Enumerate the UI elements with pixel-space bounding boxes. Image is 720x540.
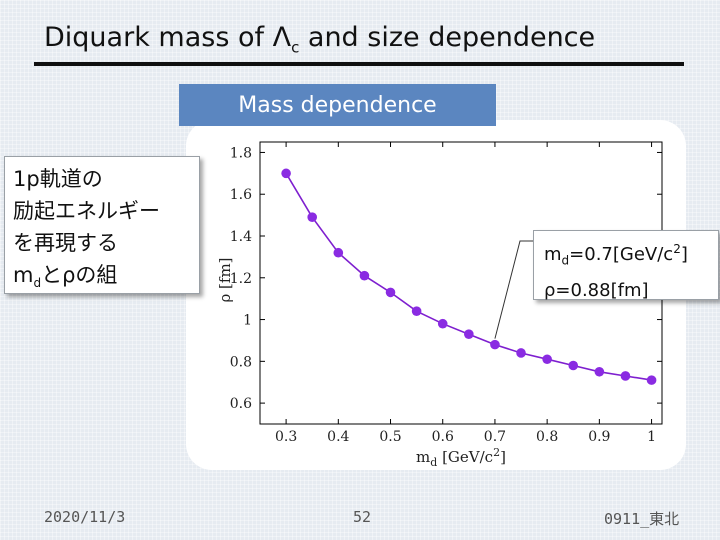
y-axis-label: ρ [fm] — [216, 257, 234, 302]
slide-title: Diquark mass of Λc and size dependence — [44, 22, 596, 57]
data-point — [385, 287, 396, 298]
x-tick-label: 1 — [647, 429, 656, 445]
y-tick-label: 1.4 — [230, 229, 252, 245]
x-tick-label: 0.5 — [379, 429, 401, 445]
x-axis-label: md [GeV/c2] — [416, 446, 506, 469]
data-point — [411, 306, 422, 317]
note-right-mass: md=0.7[GeV/c2] — [544, 242, 688, 268]
data-point — [542, 354, 552, 365]
note-left-line-1: 1p軌道の — [13, 167, 103, 191]
footer-page-number: 52 — [353, 508, 372, 526]
data-point — [646, 375, 657, 385]
y-tick-label: 1.2 — [230, 271, 252, 287]
note-right: md=0.7[GeV/c2] ρ=0.88[fm] — [533, 230, 719, 301]
data-point — [359, 270, 370, 281]
x-tick-label: 0.9 — [588, 429, 610, 445]
chart-labels: 0.3 0.4 0.5 0.6 0.7 0.8 0.9 1 0.6 0.8 1 1.2 1.4 1.6 1.… — [216, 145, 656, 469]
footer-tag: 0911_東北 — [604, 510, 680, 528]
y-tick-label: 1 — [243, 313, 252, 329]
y-tick-label: 1.8 — [230, 145, 252, 161]
data-point — [437, 318, 448, 329]
callout-leader-line — [494, 240, 534, 339]
data-point — [516, 348, 526, 358]
y-tick-label: 0.8 — [230, 354, 252, 370]
chart-marks — [281, 168, 657, 385]
x-tick-label: 0.7 — [484, 429, 506, 445]
footer-date: 2020/11/3 — [44, 508, 126, 526]
note-right-rho: ρ=0.88[fm] — [544, 279, 649, 301]
data-point — [307, 212, 318, 222]
data-point — [568, 360, 579, 371]
y-tick-label: 0.6 — [230, 396, 252, 412]
note-left-line-2: 励起エネルギー — [13, 199, 160, 223]
note-left-line-3: を再現する — [13, 231, 118, 255]
x-tick-label: 0.8 — [536, 429, 558, 445]
data-point — [594, 366, 605, 377]
x-tick-label: 0.6 — [432, 429, 454, 445]
data-point — [620, 371, 631, 381]
data-point — [281, 168, 291, 179]
data-point — [490, 339, 500, 350]
data-point — [464, 329, 474, 339]
x-tick-label: 0.3 — [275, 429, 297, 445]
title-underline — [34, 62, 684, 66]
data-point — [333, 247, 344, 258]
x-tick-label: 0.4 — [327, 429, 349, 445]
section-tab: Mass dependence — [179, 84, 496, 126]
note-left: 1p軌道の 励起エネルギー を再現する mdとρの組 — [4, 156, 200, 294]
y-tick-label: 1.6 — [230, 187, 252, 203]
note-left-line-4: mdとρの組 — [13, 263, 118, 291]
